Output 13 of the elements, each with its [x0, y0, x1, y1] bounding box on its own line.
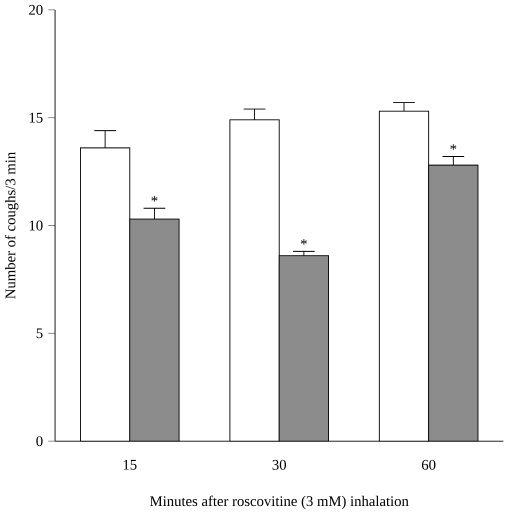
- y-axis-title: Number of coughs/3 min: [4, 152, 18, 299]
- y-tick-label: 20: [28, 4, 42, 15]
- x-tick-label: 15: [124, 460, 136, 470]
- y-tick-label: 10: [30, 220, 42, 230]
- annotation: *: [151, 196, 158, 202]
- annotation: *: [450, 144, 456, 150]
- y-tick-label: 5: [36, 328, 42, 338]
- annotation: *: [300, 239, 307, 245]
- x-tick-label: 30: [272, 460, 286, 470]
- x-tick-label: 60: [422, 460, 436, 470]
- y-tick-label: 0: [36, 436, 42, 446]
- y-tick-label: 15: [30, 112, 42, 123]
- x-axis-title: Minutes after roscovitine (3 mM) inhalation: [150, 496, 409, 510]
